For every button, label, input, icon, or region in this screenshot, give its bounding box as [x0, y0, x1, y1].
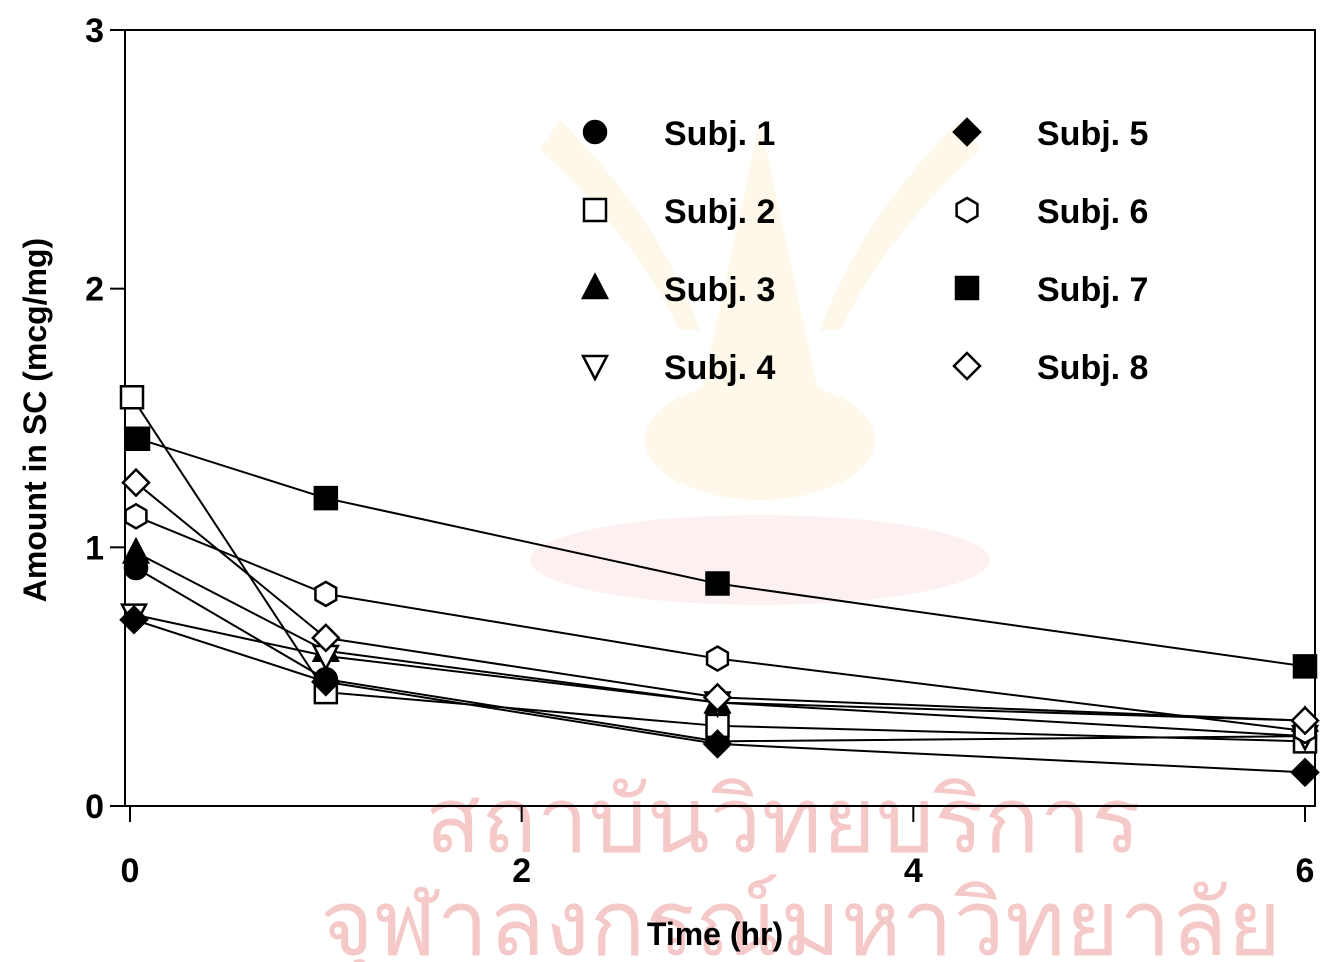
series-5 [119, 604, 1320, 788]
data-point [1292, 654, 1318, 679]
series-8 [121, 467, 1320, 736]
y-tick-label: 0 [85, 788, 104, 826]
data-point [311, 623, 341, 653]
series-line [135, 551, 1306, 722]
legend-marker [580, 272, 610, 300]
data-point [1290, 757, 1320, 788]
y-tick-label: 1 [85, 529, 104, 567]
data-point [705, 571, 730, 596]
legend-label: Subj. 1 [664, 115, 775, 153]
data-point [1290, 705, 1320, 736]
legend-marker [580, 354, 610, 382]
data-point [702, 729, 733, 759]
series-group [119, 385, 1320, 788]
legend-label: Subj. 6 [1037, 193, 1148, 231]
series-line [133, 613, 1306, 738]
legend-marker [952, 351, 982, 381]
legend-label: Subj. 2 [664, 193, 775, 231]
legend-label: Subj. 8 [1037, 349, 1148, 387]
legend-item: Subj. 8 [952, 349, 1148, 387]
series-7 [125, 426, 1318, 679]
watermark-emblem-icon [530, 120, 990, 605]
series-line [135, 567, 1306, 743]
data-point [705, 645, 730, 673]
data-point [705, 713, 730, 739]
legend-item: Subj. 2 [582, 193, 775, 231]
data-point [314, 580, 338, 608]
y-tick-label: 2 [85, 271, 104, 309]
y-tick-label: 3 [85, 12, 104, 50]
legend-item: Subj. 4 [580, 349, 776, 387]
watermark: สถาบันวิทยบริการ จุฬาลงกรณ์มหาวิทยาลัย [320, 120, 1281, 962]
legend-label: Subj. 5 [1037, 115, 1148, 153]
x-tick-label: 4 [904, 852, 923, 890]
y-axis-title: Amount in SC (mcg/mg) [17, 238, 53, 602]
axes: 0 2 4 6 0 1 2 3 [85, 12, 1315, 890]
data-point [119, 385, 145, 410]
series-line [135, 515, 1306, 732]
x-tick-label: 0 [121, 852, 140, 890]
data-point [124, 502, 148, 530]
data-point [119, 604, 149, 635]
x-axis-title: Time (hr) [647, 916, 783, 952]
series-line [131, 396, 1306, 743]
legend-marker [954, 275, 980, 301]
legend: Subj. 1 Subj. 2 Subj. 3 Subj. 4 Subj. 5 Subj.… [580, 115, 1148, 387]
watermark-line-1: สถาบันวิทยบริการ [425, 767, 1141, 874]
data-point [121, 536, 151, 564]
data-point [125, 426, 151, 451]
legend-marker [952, 117, 982, 147]
legend-label: Subj. 4 [664, 349, 776, 387]
data-point [702, 682, 733, 713]
legend-marker [582, 197, 608, 223]
data-point [313, 485, 339, 511]
data-point [121, 467, 151, 498]
legend-label: Subj. 3 [664, 271, 775, 309]
legend-item: Subj. 7 [954, 271, 1148, 309]
watermark-line-2: จุฬาลงกรณ์มหาวิทยาลัย [320, 870, 1281, 962]
series-line [137, 437, 1306, 668]
data-point [311, 667, 341, 697]
x-tick-label: 2 [512, 852, 531, 890]
x-tick-label: 6 [1296, 852, 1315, 890]
legend-item: Subj. 5 [952, 115, 1148, 153]
legend-label: Subj. 7 [1037, 271, 1148, 309]
legend-item: Subj. 6 [955, 193, 1148, 231]
legend-marker [955, 196, 979, 224]
legend-item: Subj. 1 [582, 115, 775, 153]
legend-item: Subj. 3 [580, 271, 775, 309]
series-line [135, 481, 1306, 722]
legend-marker [582, 119, 608, 145]
series-line [133, 618, 1306, 774]
